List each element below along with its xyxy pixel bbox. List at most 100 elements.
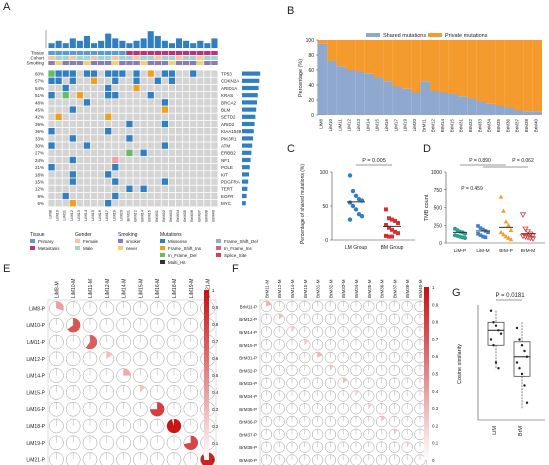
mutation-cell [175,185,183,192]
mutation-cell [126,70,133,77]
annotation-cell [119,61,126,65]
y-tick-label: 500 [434,206,443,212]
annotation-cell [154,51,162,55]
mutation-cell [182,84,190,92]
mutation-cell [133,200,140,207]
annotation-cell [48,61,55,65]
mutation-cell [119,149,126,156]
mutation-cell [182,156,190,164]
mutation-cell [182,178,190,185]
sample-label: BrM36 [189,209,194,222]
gene-percent-label: 12% [35,187,44,192]
column-label: BrM11-M [264,280,269,298]
mutation-cell [211,200,218,207]
data-point [498,229,504,235]
sample-label: BrM37 [196,209,201,222]
mutation-cell [76,171,84,178]
mutation-cell [97,135,105,142]
bar-shared [327,61,337,115]
mutation-cell [175,99,183,106]
data-point-bm [393,229,397,234]
mutation-cell [69,156,76,164]
mutation-cell [161,200,169,207]
mutation-cell [76,178,84,185]
mutation-cell [140,149,147,156]
data-point [506,222,511,228]
gene-frequency-bar [242,193,247,199]
mutation-cell [190,92,197,99]
mutation-cell [76,156,84,164]
sample-label: LiM8 [48,209,53,218]
bar-shared [374,77,384,115]
pie-slice [56,301,64,311]
p-value-label: P = 0.0181 [495,293,525,299]
mutation-cell [48,106,55,113]
mutation-cell [182,106,190,113]
annotation-cell [140,56,147,60]
pie-slice [407,441,410,448]
annotation-cell [182,61,190,65]
colorbar [424,287,429,460]
tmb-bar [91,43,98,48]
x-tick-label: LiM10 [328,119,333,132]
mutation-cell [204,99,211,106]
mutation-cell [211,142,218,149]
gene-frequency-bar [242,93,258,98]
mutation-cell [161,135,169,142]
mutation-cell [105,84,112,92]
mutation-cell [161,113,169,120]
mutation-cell [76,149,84,156]
annotation-cell [140,51,147,55]
mutation-cell [112,135,119,142]
mutation-cell [154,113,161,120]
panel-letter-e: E [3,263,10,275]
mutation-cell [147,156,154,164]
legend-label: Frame_Shift_Del [224,239,258,244]
pie-slice [420,454,422,460]
pie-slice [266,301,272,307]
mutation-cell [62,120,69,128]
mutation-cell [190,171,197,178]
column-label: BrM36-M [380,279,385,298]
mutation-cell [76,185,84,192]
mutation-cell [204,120,211,128]
legend-label: Frame_Shift_Ins [168,246,202,251]
data-point [492,344,495,347]
data-point-lm [353,193,359,198]
column-label: BrM14-M [290,279,295,298]
colorbar-tick-label: 0.5 [432,372,439,377]
mutation-cell [140,142,147,149]
legend-label: Primary [38,239,54,244]
legend-swatch [75,239,80,243]
mutation-cell [126,192,133,200]
gene-percent-label: 30% [35,144,44,149]
mutation-cell [90,135,98,142]
mutation-cell [175,84,183,92]
data-point [478,233,483,237]
mutation-cell [48,164,55,171]
data-point [478,226,483,230]
mutation-cell [147,135,154,142]
legend-label: smoker [126,239,141,244]
legend-label: In_Frame_Ins [224,246,253,251]
mutation-cell [161,192,169,200]
mutation-cell [48,84,55,92]
legend-label-private: Private mutations [445,33,488,39]
mutation-cell [119,135,126,142]
mutation-cell [154,99,161,106]
mutation-cell [62,192,69,200]
mutation-cell [69,92,76,99]
bar-private [392,40,402,87]
bar-shared [439,92,449,115]
mutation-cell [140,192,147,200]
tmb-bar [197,40,204,48]
bar-private [532,40,542,112]
bar-private [383,40,393,82]
mutation-cell [133,192,140,200]
mutation-cell [211,113,218,120]
bar-private [476,40,486,102]
bar-shared [430,91,440,115]
mutation-cell [197,142,204,149]
mutation-cell [83,128,91,135]
tmb-bar [69,38,76,48]
